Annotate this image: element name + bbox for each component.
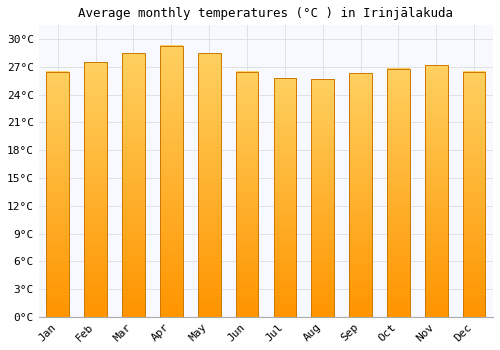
Bar [46,71,69,317]
Bar [274,78,296,317]
Bar [122,53,145,317]
Bar [236,71,258,317]
Bar [84,62,107,317]
Bar [349,74,372,317]
Bar [160,46,182,317]
Bar [387,69,410,317]
Title: Average monthly temperatures (°C ) in Irinjālakuda: Average monthly temperatures (°C ) in Ir… [78,7,454,20]
Bar [198,53,220,317]
Bar [312,79,334,317]
Bar [425,65,448,317]
Bar [463,71,485,317]
